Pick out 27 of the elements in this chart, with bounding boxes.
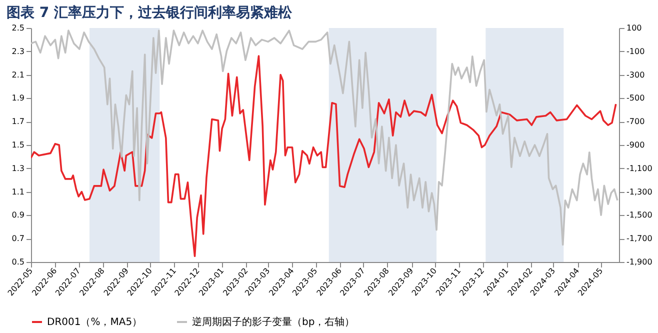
line-series	[31, 55, 617, 258]
y2-tick-label: -1,500	[626, 210, 652, 220]
line-series	[31, 30, 618, 246]
legend-label: DR001（%，MA5）	[47, 317, 142, 328]
y-tick-label: 2.5	[12, 24, 24, 32]
chart-title: 图表 7 汇率压力下，过去银行间利率易紧难松	[6, 4, 293, 21]
y-tick-label: 1.9	[12, 94, 24, 103]
y2-tick-label: -1,100	[626, 164, 652, 173]
legend-label: 逆周期因子的影子变量（bp，右轴）	[192, 316, 355, 328]
y-tick-label: 0.7	[12, 234, 24, 244]
y-tick-label: 0.9	[12, 210, 24, 220]
y-tick-label: 1.5	[12, 140, 24, 150]
y2-tick-label: -500	[626, 94, 645, 103]
y2-tick-label: -100	[626, 46, 645, 56]
y2-tick-label: -300	[626, 70, 645, 80]
y-tick-label: 1.1	[12, 187, 24, 196]
y2-tick-label: -1,900	[626, 258, 652, 266]
y2-tick-label: -1,300	[626, 187, 652, 196]
y-tick-label: 1.7	[12, 117, 24, 126]
y-tick-label: 2.3	[12, 46, 24, 56]
y-tick-label: 1.3	[12, 164, 24, 173]
y-tick-label: 2.1	[12, 70, 24, 80]
y2-tick-label: -1,700	[626, 234, 652, 244]
y2-tick-label: 100	[626, 24, 642, 32]
y-tick-label: 0.5	[12, 258, 24, 266]
y2-tick-label: -700	[626, 117, 645, 126]
y2-tick-label: -900	[626, 140, 645, 150]
